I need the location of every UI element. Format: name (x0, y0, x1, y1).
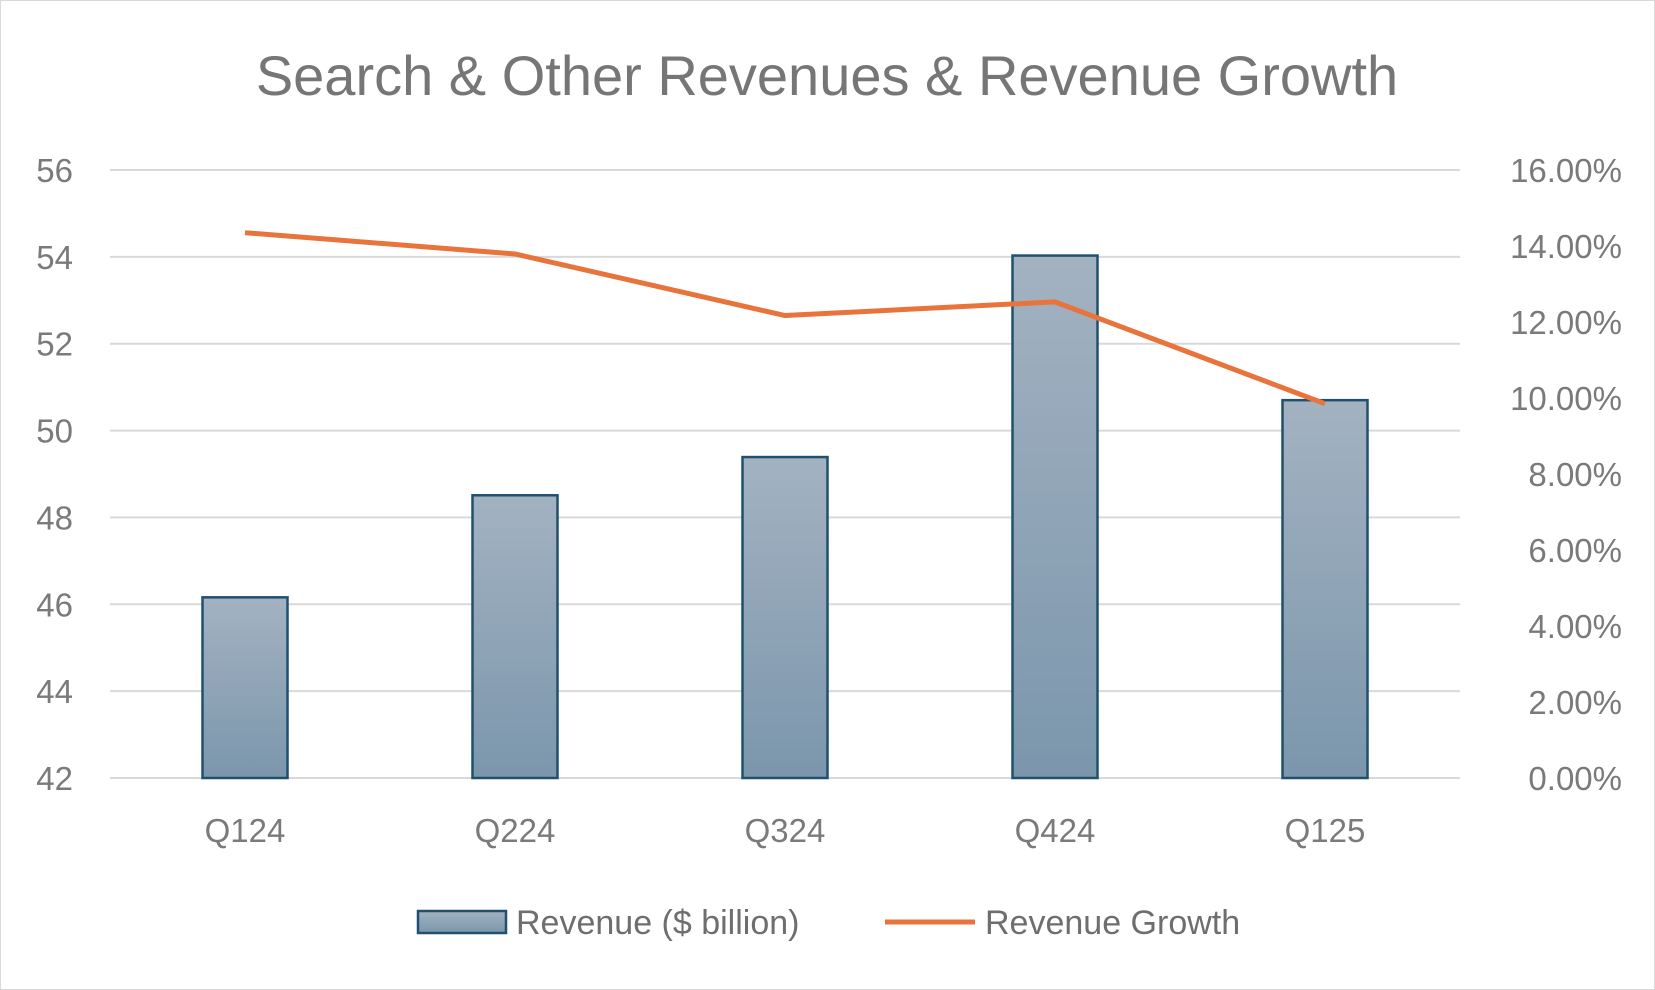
growth-line (244, 230, 1326, 407)
revenue-bar (201, 596, 289, 780)
right-tick-label: 10.00% (1510, 380, 1622, 417)
right-tick-label: 8.00% (1528, 456, 1622, 493)
right-axis-ticks: 0.00% 2.00% 4.00% 6.00% 8.00% 10.00% 12.00% 14.… (1510, 152, 1622, 797)
left-tick-label: 48 (36, 499, 73, 536)
left-tick-label: 54 (36, 239, 73, 276)
growth-line-series (244, 230, 1326, 407)
revenue-bar (471, 494, 559, 780)
left-tick-label: 46 (36, 586, 73, 623)
legend-label-growth: Revenue Growth (985, 904, 1240, 942)
revenue-bars (201, 254, 1369, 780)
right-tick-label: 14.00% (1510, 228, 1622, 265)
right-tick-label: 6.00% (1528, 532, 1622, 569)
x-tick-label: Q424 (1015, 812, 1096, 849)
right-tick-label: 0.00% (1528, 760, 1622, 797)
legend: Revenue ($ billion) Revenue Growth (416, 904, 1240, 942)
right-tick-label: 12.00% (1510, 304, 1622, 341)
left-axis-ticks: 42 44 46 48 50 52 54 56 (36, 152, 73, 797)
revenue-bar (1281, 398, 1369, 780)
right-tick-label: 16.00% (1510, 152, 1622, 189)
revenue-bar (741, 455, 829, 780)
left-tick-label: 56 (36, 152, 73, 189)
x-tick-label: Q224 (475, 812, 556, 849)
right-tick-label: 2.00% (1528, 684, 1622, 721)
x-tick-label: Q125 (1285, 812, 1366, 849)
left-tick-label: 44 (36, 673, 73, 710)
x-axis-ticks: Q124 Q224 Q324 Q424 Q125 (205, 812, 1366, 849)
right-tick-label: 4.00% (1528, 608, 1622, 645)
legend-label-revenue: Revenue ($ billion) (516, 904, 800, 942)
left-tick-label: 50 (36, 413, 73, 450)
x-tick-label: Q124 (205, 812, 286, 849)
left-tick-label: 52 (36, 326, 73, 363)
x-tick-label: Q324 (745, 812, 826, 849)
gridlines (110, 169, 1460, 779)
revenue-bar (1011, 254, 1099, 780)
legend-bar-swatch (416, 909, 508, 935)
left-tick-label: 42 (36, 760, 73, 797)
chart-title: Search & Other Revenues & Revenue Growth (256, 44, 1398, 107)
